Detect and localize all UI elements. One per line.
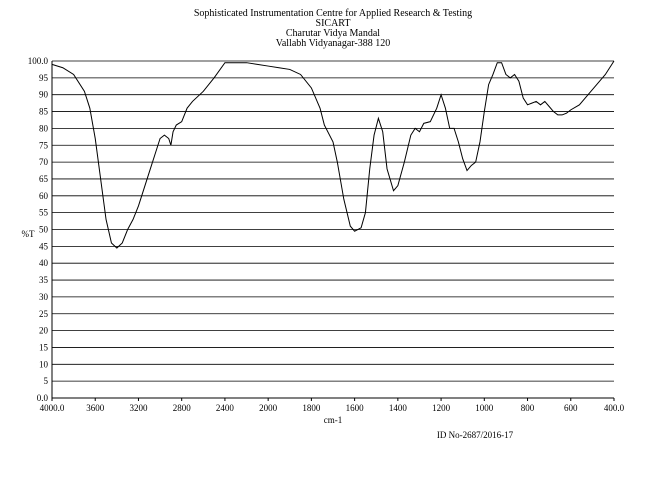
x-tick-label: 3200 [129,403,148,413]
y-tick-label: 75 [39,140,49,150]
y-tick-label: 55 [39,208,49,218]
y-tick-label: 10 [39,359,49,369]
y-tick-label: 45 [39,241,49,251]
y-tick-label: 70 [39,157,49,167]
x-tick-label: 3600 [86,403,105,413]
x-tick-label: 800 [521,403,535,413]
x-tick-label: 1200 [432,403,451,413]
chart-title: Vallabh Vidyanagar-388 120 [276,38,391,49]
y-tick-label: 40 [39,258,49,268]
y-tick-label: 80 [39,123,49,133]
y-tick-label: 65 [39,174,49,184]
y-tick-label: 100.0 [28,56,49,66]
x-tick-label: 600 [564,403,578,413]
x-tick-label: 2000 [259,403,278,413]
footer: ID No-2687/2016-17 [437,430,514,440]
x-tick-label: 2800 [173,403,192,413]
x-tick-label: 4000.0 [40,403,65,413]
x-axis-label: cm-1 [324,415,343,425]
x-tick-label: 1000 [475,403,494,413]
x-tick-label: 400.0 [604,403,625,413]
spectrum-line [51,60,615,249]
x-tick-label: 1600 [346,403,365,413]
y-tick-label: 0.0 [37,393,49,403]
y-tick-label: 30 [39,292,49,302]
y-tick-label: 25 [39,309,49,319]
y-tick-label: 50 [39,225,49,235]
y-tick-label: 90 [39,90,49,100]
y-tick-label: 5 [44,376,49,386]
chart-title: Sophisticated Instrumentation Centre for… [194,8,472,19]
y-axis-label: %T [22,229,35,239]
x-tick-label: 1800 [302,403,321,413]
y-tick-label: 95 [39,73,49,83]
y-tick-label: 35 [39,275,49,285]
y-tick-label: 60 [39,191,49,201]
x-tick-label: 1400 [389,403,408,413]
y-tick-label: 15 [39,342,49,352]
x-tick-label: 2400 [216,403,235,413]
y-tick-label: 85 [39,107,49,117]
y-tick-label: 20 [39,326,49,336]
chart-title: Charutar Vidya Mandal [286,28,380,39]
chart-title: SICART [316,18,351,29]
